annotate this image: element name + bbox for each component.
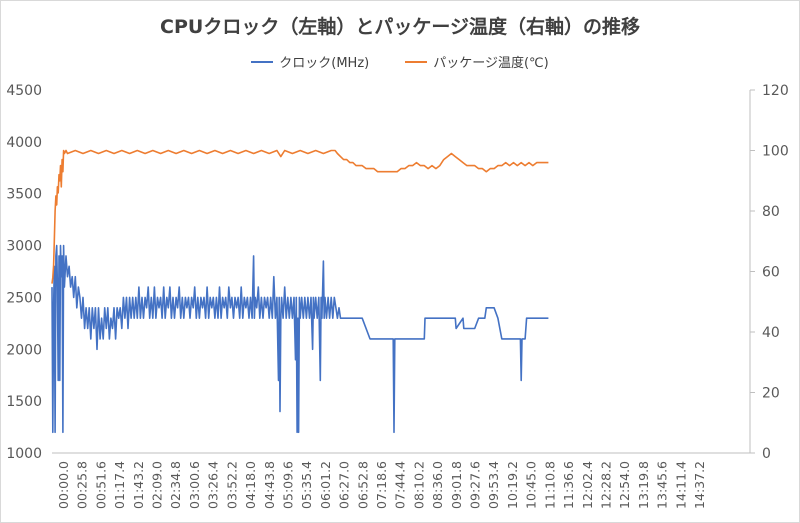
x-tick-label: 05:09.6	[280, 461, 295, 509]
series-line-clock	[51, 244, 549, 434]
y-left-tick-label: 4000	[6, 135, 42, 151]
x-tick-label: 12:28.2	[598, 461, 613, 509]
x-tick-label: 02:34.8	[168, 461, 183, 509]
x-tick-label: 06:27.0	[337, 461, 352, 509]
x-tick-label: 08:36.0	[430, 461, 445, 509]
legend-swatch-clock	[251, 60, 274, 63]
y-right-tick-label: 80	[762, 204, 780, 220]
y-right-tick-label: 60	[762, 265, 780, 281]
axes-layer: 1000 1500 2000 2500 3000 3500 4000 4500 0 20 40 60 8…	[6, 83, 788, 509]
x-tick-label: 07:18.6	[374, 461, 389, 509]
legend-item-temp: パッケージ温度(℃)	[405, 52, 549, 71]
x-tick-label: 00:00.0	[56, 461, 71, 509]
x-tick-label: 10:19.2	[505, 461, 520, 509]
x-tick-label: 06:01.2	[318, 461, 333, 509]
series-line-temperature	[51, 149, 549, 284]
x-tick-label: 04:43.8	[262, 461, 277, 509]
x-tick-label: 09:01.8	[449, 461, 464, 509]
x-tick-label: 09:27.6	[468, 461, 483, 509]
x-tick-label: 08:10.2	[411, 461, 426, 509]
x-tick-label: 12:54.0	[617, 461, 632, 509]
y-left-tick-label: 4500	[6, 83, 42, 99]
x-tick-label: 01:43.2	[131, 461, 146, 509]
x-tick-label: 10:45.0	[524, 461, 539, 509]
x-tick-label: 03:00.6	[187, 461, 202, 509]
y-right-tick-label: 0	[762, 446, 771, 462]
x-tick-label: 14:11.4	[673, 461, 688, 509]
y-left-tick-label: 3000	[6, 239, 42, 255]
x-tick-label: 05:35.4	[299, 461, 314, 509]
x-tick-label: 13:19.8	[636, 461, 651, 509]
y-left-tick-label: 1000	[6, 446, 42, 462]
series-layer	[51, 149, 549, 434]
x-tick-label: 11:10.8	[542, 461, 557, 509]
legend-swatch-temp	[405, 60, 428, 63]
x-tick-label: 01:17.4	[112, 461, 127, 509]
x-tick-label: 00:51.6	[93, 461, 108, 509]
legend-label-clock: クロック(MHz)	[279, 56, 370, 71]
x-tick-label: 00:25.8	[75, 461, 90, 509]
x-tick-label: 03:52.2	[224, 461, 239, 509]
y-right-tick-label: 100	[762, 144, 789, 160]
legend: クロック(MHz) パッケージ温度(℃)	[0, 52, 800, 71]
y-left-tick-label: 2000	[6, 342, 42, 358]
x-tick-label: 07:44.4	[393, 461, 408, 509]
y-right-tick-label: 120	[762, 83, 789, 99]
x-tick-label: 03:26.4	[206, 461, 221, 509]
x-tick-label: 09:53.4	[486, 461, 501, 509]
y-left-tick-label: 1500	[6, 394, 42, 410]
x-tick-label: 13:45.6	[655, 461, 670, 509]
legend-label-temp: パッケージ温度(℃)	[433, 56, 549, 71]
y-left-tick-label: 2500	[6, 290, 42, 306]
x-tick-label: 14:37.2	[692, 461, 707, 509]
y-right-tick-label: 20	[762, 386, 780, 402]
x-tick-label: 06:52.8	[355, 461, 370, 509]
y-left-tick-label: 3500	[6, 187, 42, 203]
chart-title: CPUクロック（左軸）とパッケージ温度（右軸）の推移	[160, 16, 640, 38]
x-tick-label: 11:36.6	[561, 461, 576, 509]
x-tick-label: 04:18.0	[243, 461, 258, 509]
y-right-tick-label: 40	[762, 325, 780, 341]
x-tick-label: 12:02.4	[580, 461, 595, 509]
x-tick-label: 02:09.0	[150, 461, 165, 509]
legend-item-clock: クロック(MHz)	[251, 52, 369, 71]
